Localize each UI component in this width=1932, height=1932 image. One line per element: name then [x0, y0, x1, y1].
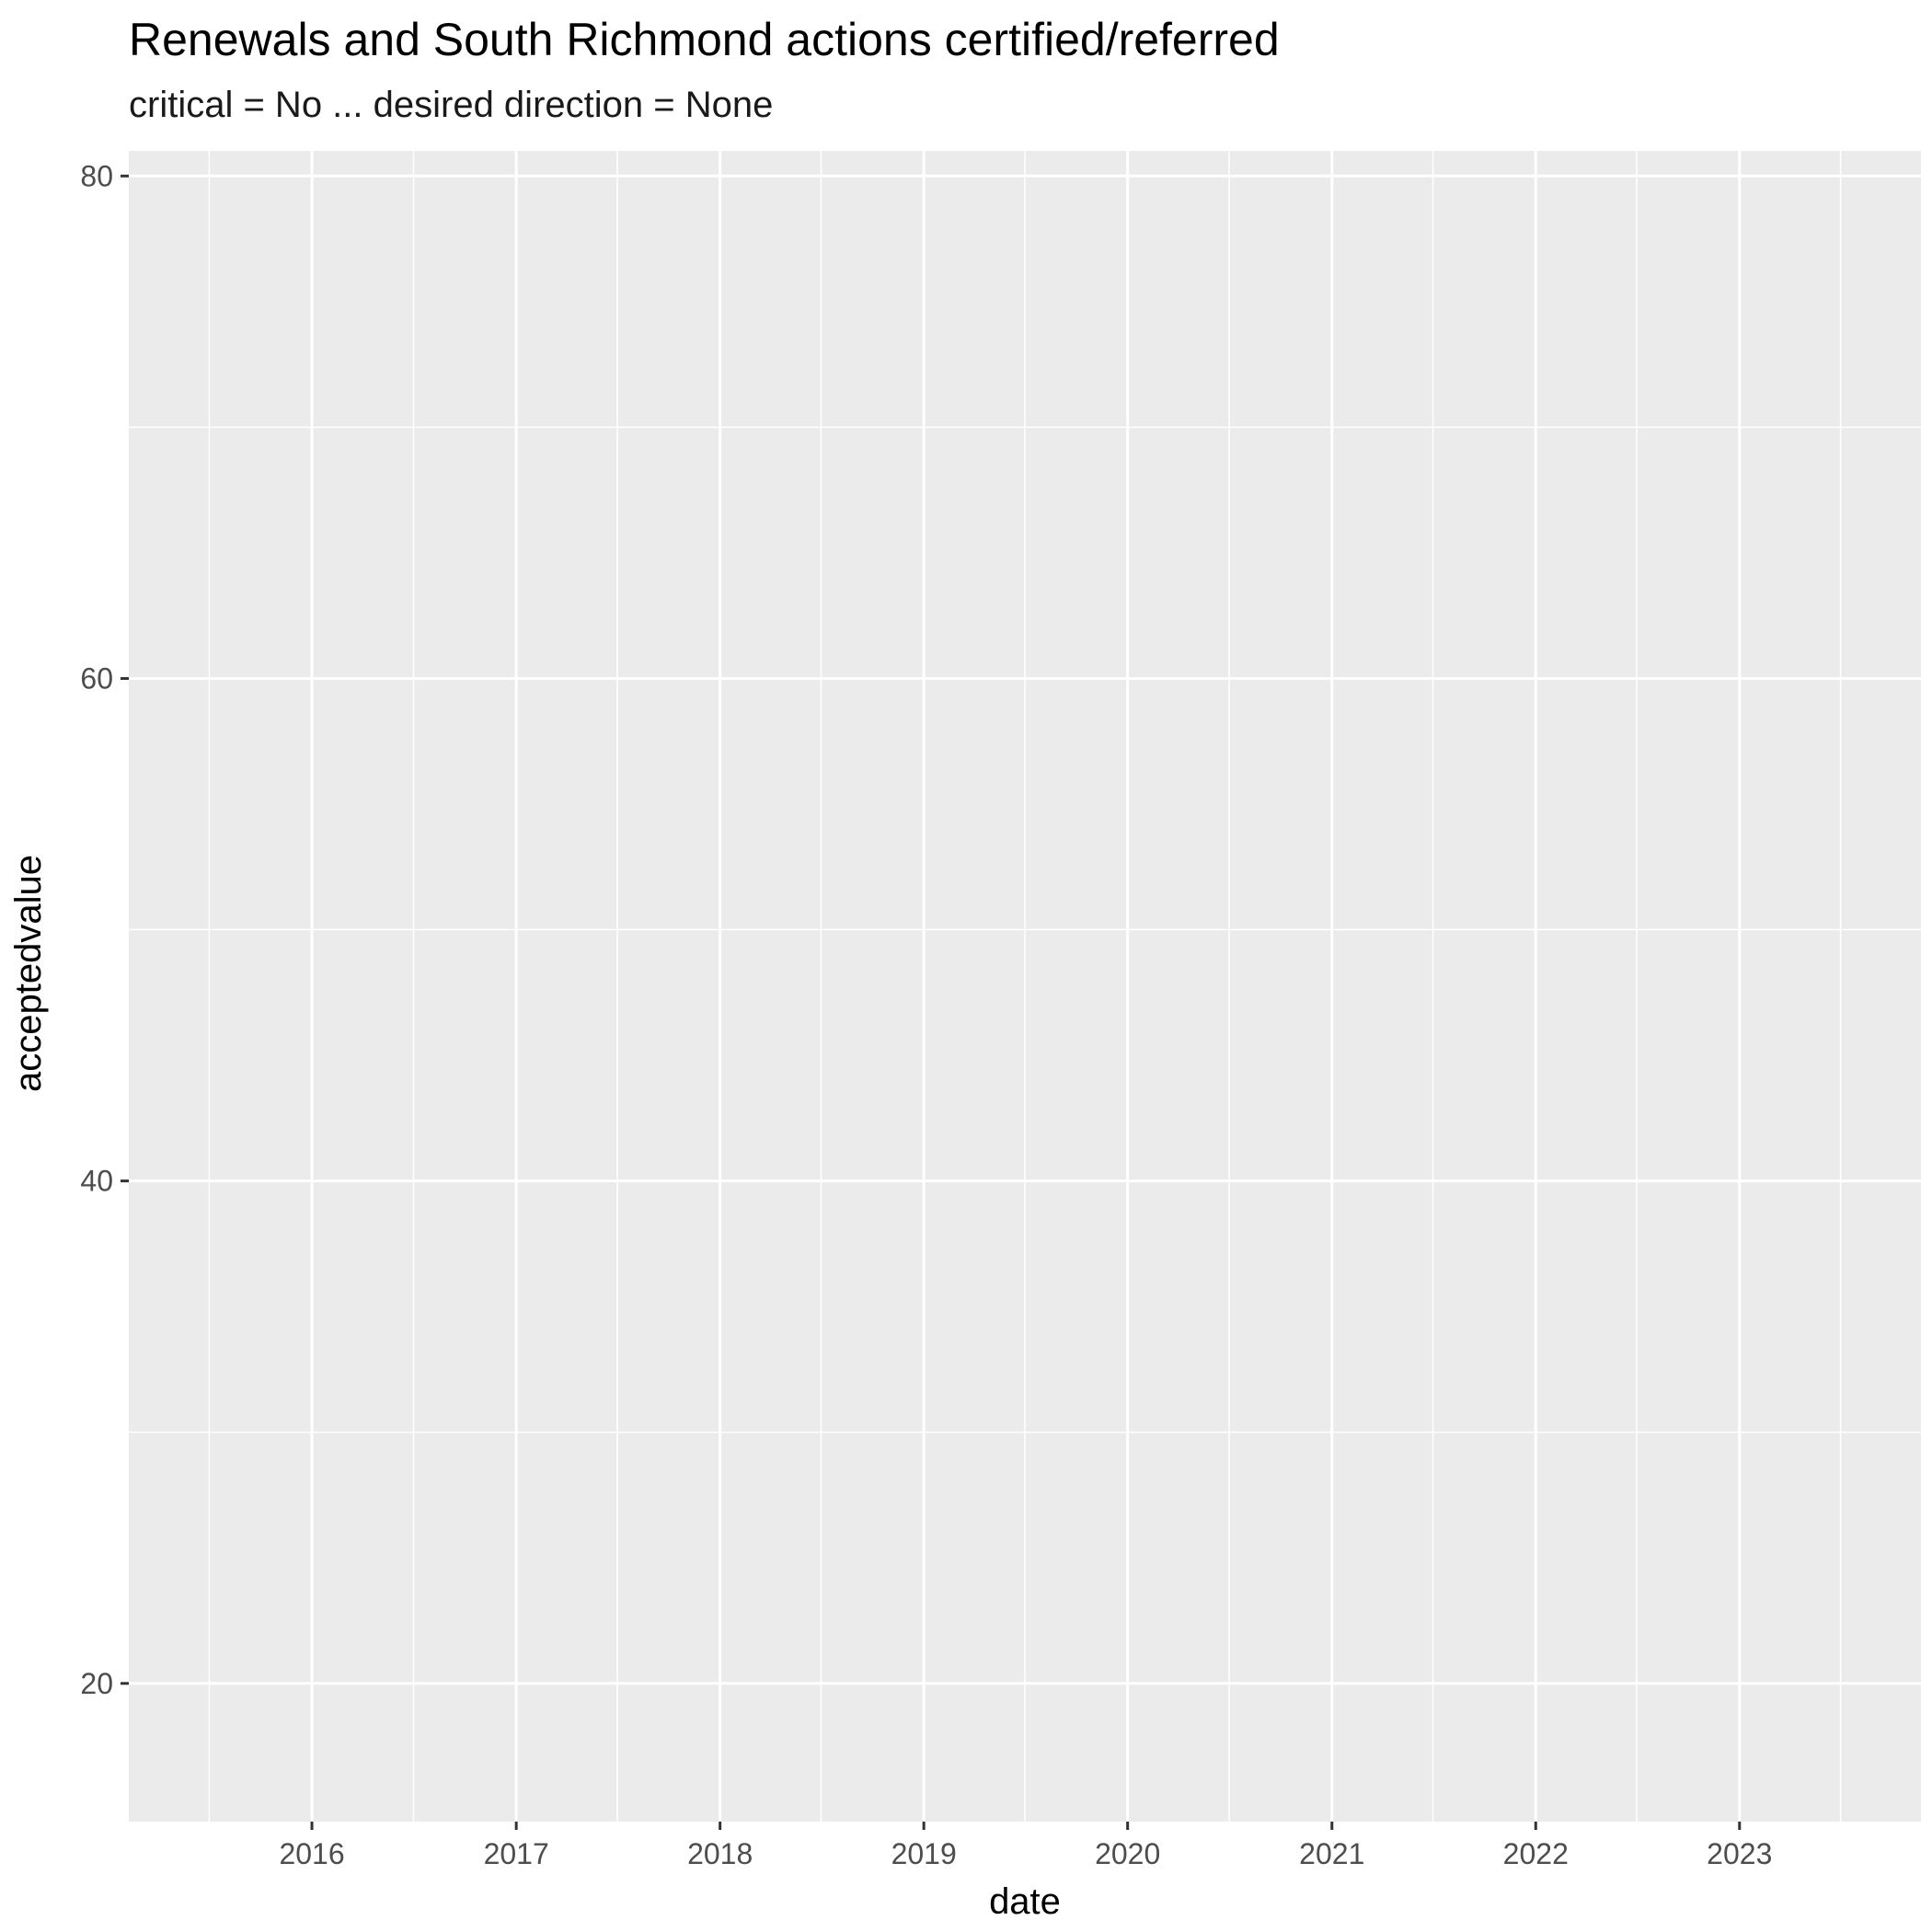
y-tick-label: 60 — [80, 661, 113, 695]
y-tick-label: 40 — [80, 1165, 113, 1198]
major-gridlines — [129, 151, 1921, 1822]
x-axis-title: date — [989, 1881, 1061, 1922]
x-tick-label: 2020 — [1095, 1837, 1160, 1870]
x-tick-label: 2022 — [1503, 1837, 1569, 1870]
x-tick-label: 2017 — [484, 1837, 549, 1870]
x-tick-label: 2018 — [687, 1837, 753, 1870]
x-tick-label: 2023 — [1707, 1837, 1772, 1870]
y-tick-label: 80 — [80, 159, 113, 192]
chart-title: Renewals and South Richmond actions cert… — [129, 14, 1280, 65]
y-axis: 20 40 60 80 — [80, 159, 129, 1700]
y-axis-title: acceptedvalue — [8, 855, 49, 1092]
x-axis: 2016 2017 2018 2019 2020 2021 2022 2023 — [279, 1822, 1772, 1870]
x-tick-label: 2016 — [279, 1837, 344, 1870]
minor-gridlines — [129, 151, 1921, 1822]
chart-subtitle: critical = No ... desired direction = No… — [129, 85, 774, 125]
x-tick-label: 2019 — [891, 1837, 957, 1870]
y-tick-label: 20 — [80, 1667, 113, 1700]
x-tick-label: 2021 — [1299, 1837, 1364, 1870]
